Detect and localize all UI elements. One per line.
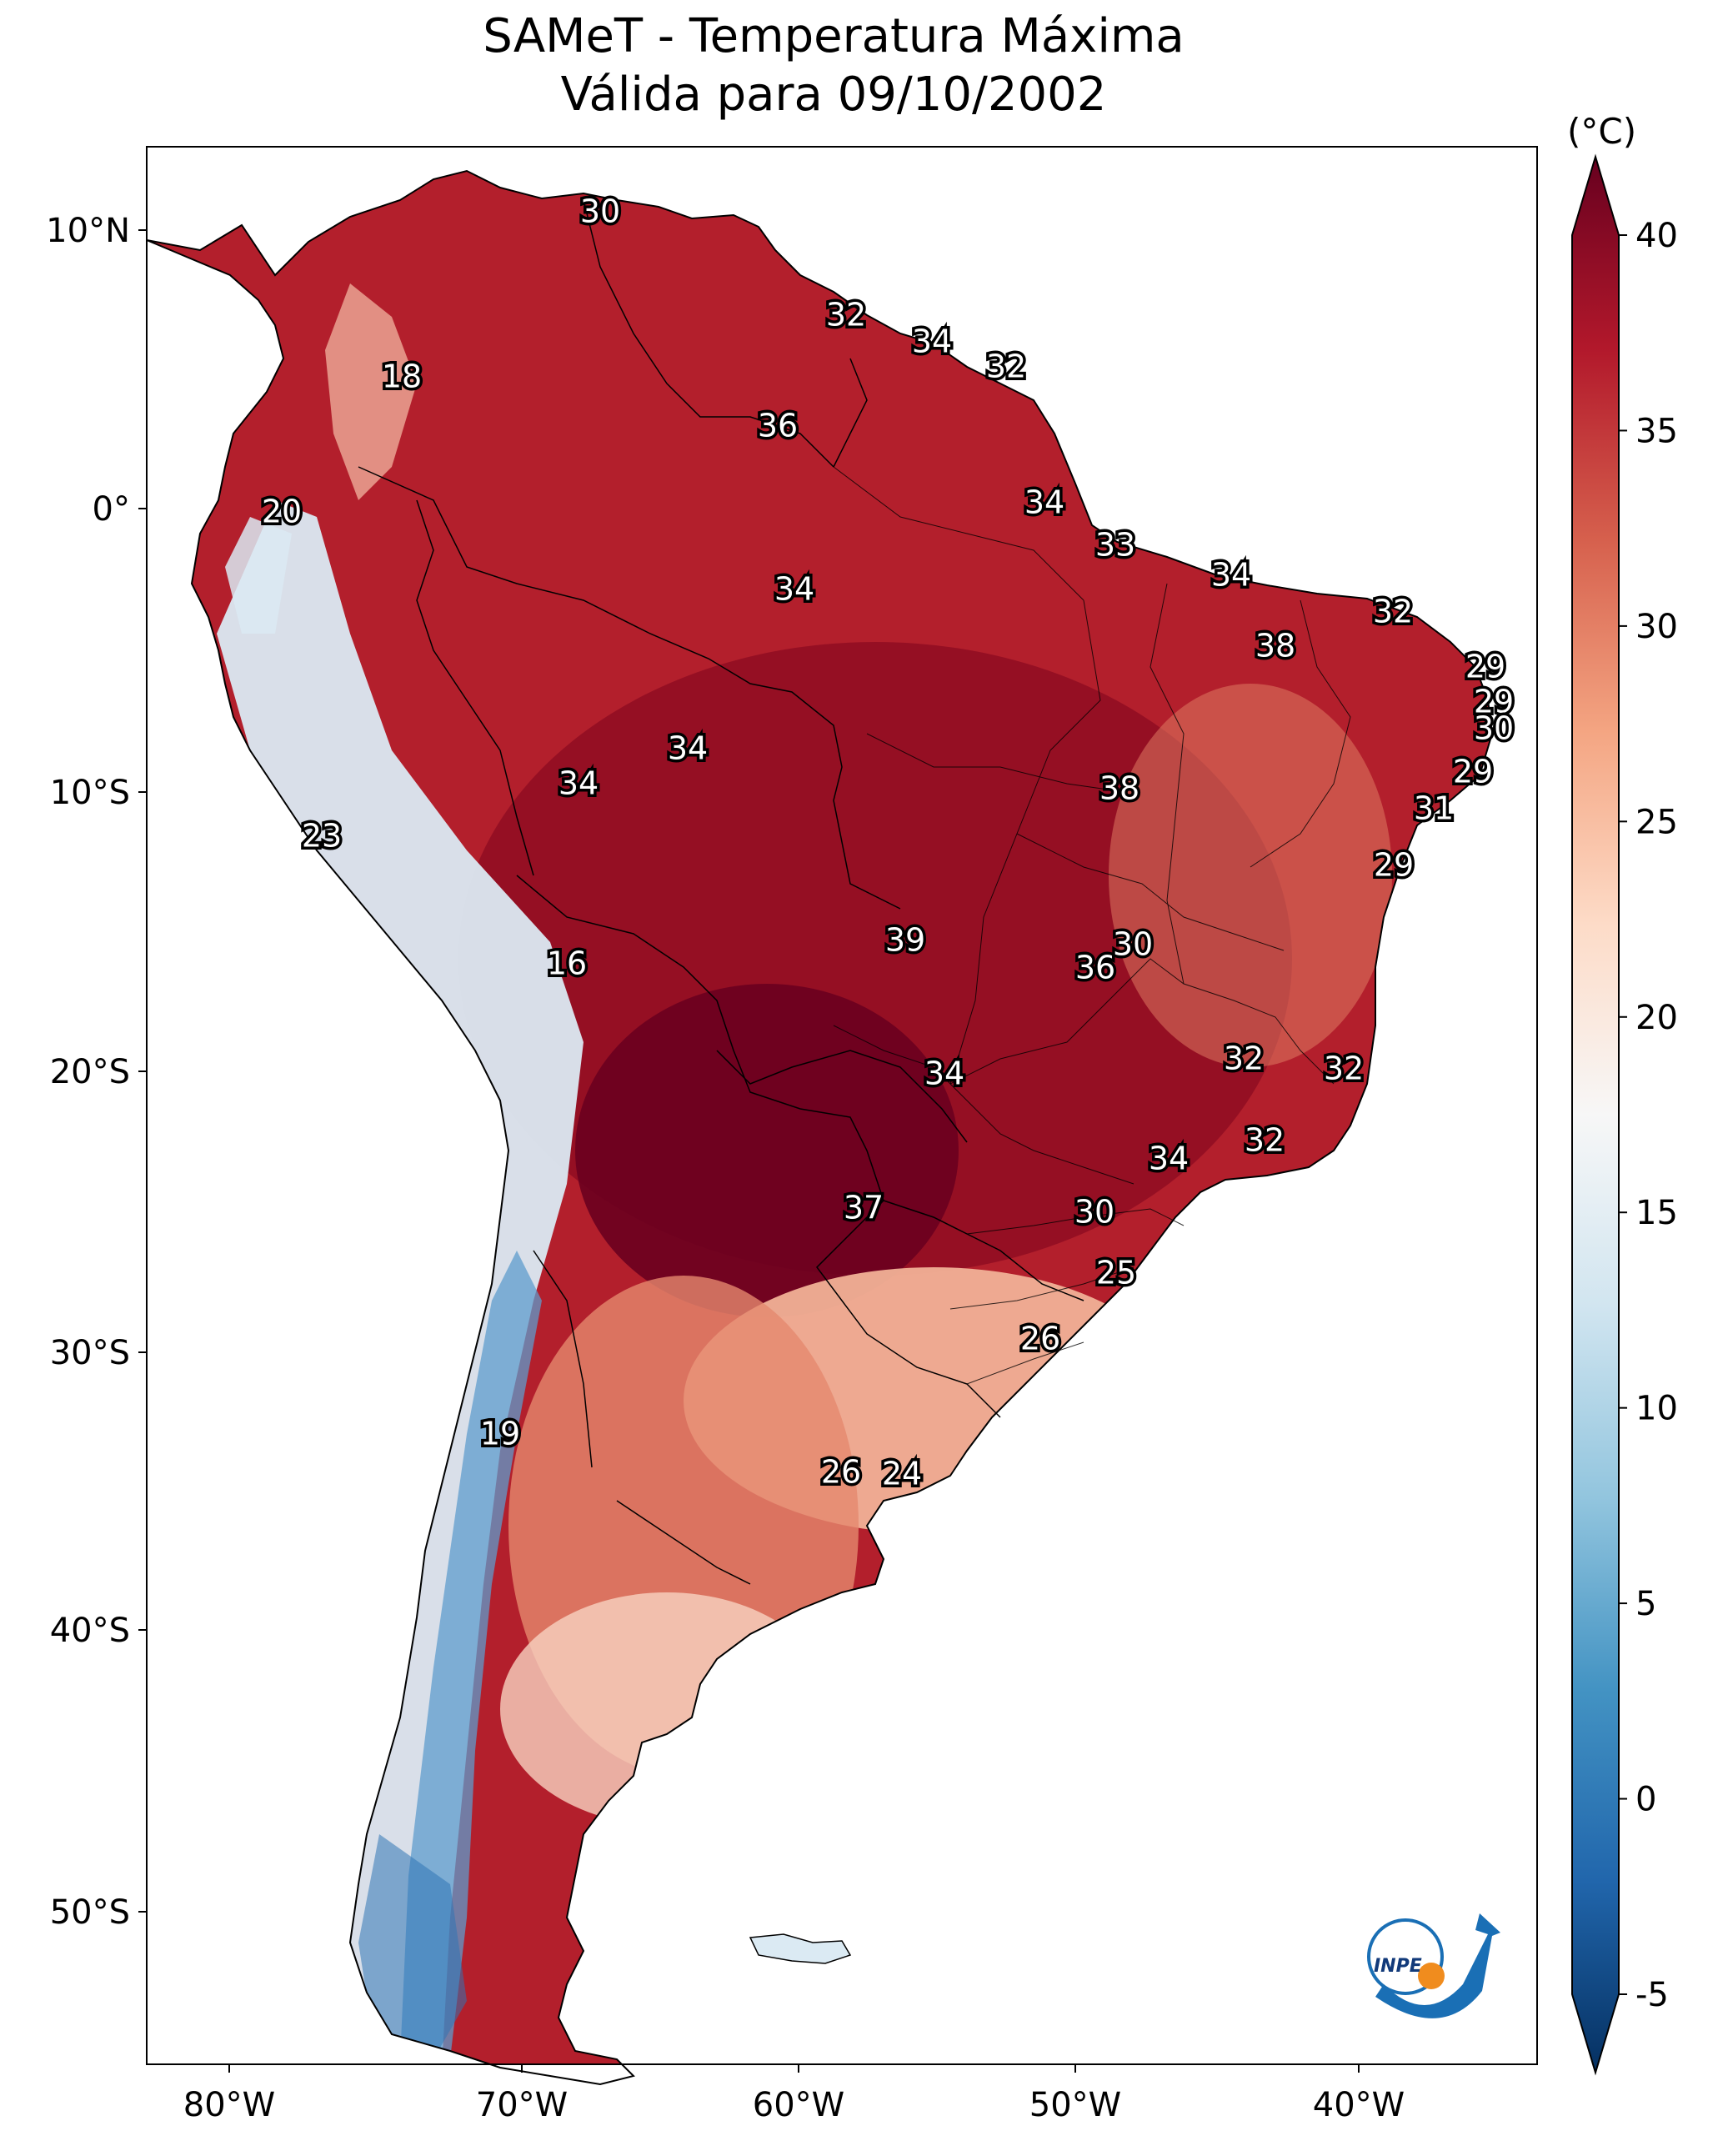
colorbar-tick-label: 30 xyxy=(1635,608,1678,646)
contour-label: 26 xyxy=(1020,1321,1060,1357)
colorbar-tick-label: 0 xyxy=(1635,1781,1656,1819)
contour-label: 29 xyxy=(1453,754,1493,790)
state-borders xyxy=(833,466,1351,1385)
contour-label: 29 xyxy=(1465,649,1505,685)
contour-label: 30 xyxy=(1074,1194,1114,1231)
logo-text: INPE xyxy=(1374,1956,1422,1977)
colorbar-tick-label: 10 xyxy=(1635,1390,1678,1428)
lon-tick-label: 80°W xyxy=(183,2086,275,2124)
longitude-axis: 80°W 70°W 60°W 50°W 40°W xyxy=(183,2064,1405,2124)
contour-label: 16 xyxy=(547,945,587,982)
contour-label: 33 xyxy=(1095,527,1135,564)
contour-label: 25 xyxy=(1096,1255,1136,1291)
colorbar-unit: (°C) xyxy=(1567,111,1636,152)
contour-label: 32 xyxy=(826,297,866,333)
contour-label: 26 xyxy=(821,1454,861,1491)
contour-label: 34 xyxy=(774,571,814,608)
contour-label: 34 xyxy=(924,1055,964,1092)
lat-tick-label: 10°N xyxy=(46,212,130,250)
country-borders xyxy=(358,199,1084,1585)
lon-tick-label: 70°W xyxy=(476,2086,568,2124)
contour-label: 34 xyxy=(1149,1141,1189,1177)
contour-label: 39 xyxy=(885,922,925,959)
latitude-axis: 10°N 0° 10°S 20°S 30°S 40°S 50°S xyxy=(46,212,147,1932)
title-line-1: SAMeT - Temperatura Máxima xyxy=(483,9,1185,63)
colorbar-ticks: 40 35 30 25 20 15 10 5 0 -5 xyxy=(1619,217,1678,2014)
contour-label: 19 xyxy=(480,1416,520,1452)
contour-labels: 30 32 34 32 18 36 20 34 33 34 34 32 38 2… xyxy=(258,190,1516,1495)
lat-tick-label: 40°S xyxy=(50,1612,130,1650)
contour-label: 32 xyxy=(1224,1040,1264,1077)
colorbar-tick-label: 25 xyxy=(1635,803,1678,841)
lat-tick-label: 30°S xyxy=(50,1334,130,1372)
contour-label: 23 xyxy=(302,818,342,855)
contour-label: 32 xyxy=(986,348,1026,385)
contour-label: 38 xyxy=(1255,628,1295,664)
colorbar: (°C) 40 35 30 25 20 15 10 5 0 -5 xyxy=(1567,111,1678,2076)
contour-label: 32 xyxy=(1245,1122,1285,1159)
contour-label: 34 xyxy=(1024,484,1064,521)
contour-label: 32 xyxy=(1373,594,1413,630)
contour-label: 31 xyxy=(1414,790,1454,827)
lat-tick-label: 20°S xyxy=(50,1053,130,1091)
lat-tick-label: 50°S xyxy=(50,1893,130,1932)
contour-label: 20 xyxy=(262,494,302,530)
colorbar-scale xyxy=(1571,153,1620,2076)
contour-label: 34 xyxy=(558,765,599,802)
lon-tick-label: 50°W xyxy=(1029,2086,1121,2124)
inpe-logo: INPE xyxy=(1367,1913,1500,2018)
contour-label: 36 xyxy=(1075,950,1115,986)
colorbar-tick-label: 20 xyxy=(1635,999,1678,1037)
map-frame xyxy=(146,146,1538,2065)
lon-tick-label: 40°W xyxy=(1313,2086,1405,2124)
contour-label: 24 xyxy=(882,1456,922,1492)
contour-label: 38 xyxy=(1099,770,1139,807)
contour-label: 32 xyxy=(1324,1050,1364,1087)
coastline xyxy=(146,169,1494,2086)
contour-label: 34 xyxy=(668,730,708,767)
lon-tick-label: 60°W xyxy=(753,2086,844,2124)
colorbar-tick-label: 15 xyxy=(1635,1194,1678,1232)
colorbar-tick-label: 40 xyxy=(1635,217,1678,255)
falkland-islands xyxy=(749,1933,852,1964)
lat-tick-label: 0° xyxy=(93,490,130,529)
contour-label: 37 xyxy=(844,1190,884,1226)
lat-tick-label: 10°S xyxy=(50,774,130,812)
contour-label: 34 xyxy=(912,323,952,360)
contour-label: 29 xyxy=(1374,847,1414,884)
colorbar-tick-label: 35 xyxy=(1635,412,1678,450)
contour-label: 30 xyxy=(580,193,620,230)
map-panel: 30 32 34 32 18 36 20 34 33 34 34 32 38 2… xyxy=(146,146,1538,2086)
contour-label: 29 xyxy=(1474,684,1514,720)
contour-label: 30 xyxy=(1474,710,1514,747)
colorbar-tick-label: -5 xyxy=(1635,1976,1669,2014)
contour-label: 18 xyxy=(382,358,422,395)
title-line-2: Válida para 09/10/2002 xyxy=(561,68,1107,122)
contour-label: 34 xyxy=(1211,557,1251,594)
contour-label: 36 xyxy=(758,408,798,444)
colorbar-tick-label: 5 xyxy=(1635,1585,1656,1623)
contour-label: 30 xyxy=(1113,926,1153,963)
